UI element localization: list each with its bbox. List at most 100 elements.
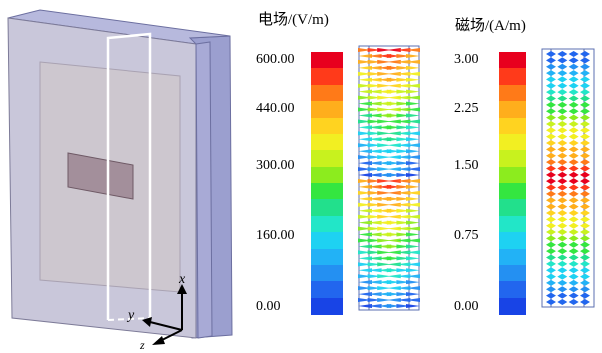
electric-field-vector [358,65,372,70]
magnetic-field-vector [580,165,590,172]
electric-field-vector [406,298,420,303]
electric-field-vector [377,262,392,267]
electric-field-vector [367,161,382,166]
magnetic-field-vector [557,101,568,108]
electric-field-vector [386,173,401,178]
magnetic-field-vector [557,299,568,305]
electric-field-vector [406,137,420,142]
electric-field-vector [367,244,382,249]
magnetic-field-vector [546,260,556,267]
electric-field-vector [396,208,411,213]
magnetic-field-vector [568,57,579,64]
magnetic-field-vector [580,120,590,127]
magnetic-field-vector [546,209,556,216]
electric-field-colorbar-step [311,52,343,70]
electric-field-vector [358,220,372,225]
electric-field-colorbar-step [311,133,343,152]
magnetic-field-vector [568,286,579,293]
magnetic-field-vector [546,140,556,147]
electric-field-colorbar-step [311,183,343,201]
electric-field-vector [396,131,411,136]
magnetic-field-vector [557,108,568,115]
electric-field-vector [406,71,420,76]
electric-field-vector [386,292,401,297]
magnetic-field-vector [568,209,579,216]
magnetic-field-vector [568,184,579,191]
electric-field-vector [386,161,401,166]
magnetic-field-vector [580,273,590,280]
electric-field-vector [406,292,420,297]
electric-field-vector [406,65,420,70]
electric-field-vector [396,238,411,243]
electric-field-vector [358,304,372,308]
magnetic-field-vector [580,95,590,102]
electric-field-vector [396,286,411,291]
electric-field-vector [406,280,420,285]
magnetic-field-colorbar-step [499,52,526,70]
magnetic-field-vector [557,159,568,166]
electric-field-vector [396,65,411,70]
h-tick-4: 0.75 [454,228,479,243]
electric-field-vector [386,83,401,88]
magnetic-field-vector [580,140,590,147]
electric-field-vector [367,190,382,195]
electric-field-vector [358,89,372,94]
slab-front-plate [195,41,213,339]
electric-field-title: 电场/(V/m) [258,12,329,28]
electric-field-vector [396,190,411,195]
electric-field-vector [406,220,420,225]
magnetic-field-vector [568,235,579,242]
magnetic-field-colorbar-step [499,117,526,135]
magnetic-field-vector [568,299,579,305]
h-tick-1: 3.00 [454,52,479,67]
magnetic-field-vector [557,165,568,172]
magnetic-field-vector [580,82,590,89]
magnetic-field-vector [546,286,556,293]
magnetic-field-vector [557,63,568,70]
magnetic-field-vector [568,108,579,115]
magnetic-field-vector [580,178,590,185]
magnetic-field-vector [546,127,556,134]
magnetic-field-vector [580,89,590,96]
electric-field-vector [406,167,420,172]
magnetic-field-colorbar-step [499,133,526,152]
electric-field-vector [386,190,401,195]
electric-field-vector [386,89,401,94]
electric-field-vector [367,107,382,112]
magnetic-field-vector [568,260,579,267]
magnetic-field-vector [557,127,568,134]
electric-field-vector [406,178,420,183]
electric-field-vector [367,137,382,142]
magnetic-field-vector [546,222,556,229]
electric-field-vector [367,208,382,213]
magnetic-field-vector [580,197,590,204]
magnetic-field-vector [580,114,590,121]
electric-field-vector [396,107,411,112]
magnetic-field-vector [557,140,568,147]
electric-field-vector [406,262,420,267]
electric-field-vector [386,244,401,249]
e-tick-4: 160.00 [256,228,295,243]
electric-field-vector [358,268,372,273]
h-tick-5: 0.00 [454,299,479,314]
electric-field-vector [367,155,382,160]
electric-field-colorbar-step [311,84,343,102]
electric-field-vector [367,274,382,279]
electric-field-vector [367,184,382,189]
electric-field-vector [396,155,411,160]
magnetic-field-vector [557,51,568,57]
electric-field-vector [406,208,420,213]
electric-field-colorbar-step [311,297,343,315]
magnetic-field-vector [546,216,556,223]
magnetic-field-vector [557,222,568,229]
electric-field-colorbar-step [311,68,343,86]
magnetic-field-colorbar-step [499,264,526,283]
electric-field-vector [358,274,372,279]
electric-field-vector [396,178,411,183]
electric-field-vector [367,48,382,52]
electric-field-vector [377,238,392,243]
electric-field-vector [386,131,401,136]
magnetic-field-vector [557,120,568,127]
electric-field-vector [406,125,420,130]
electric-field-vector [406,53,420,58]
